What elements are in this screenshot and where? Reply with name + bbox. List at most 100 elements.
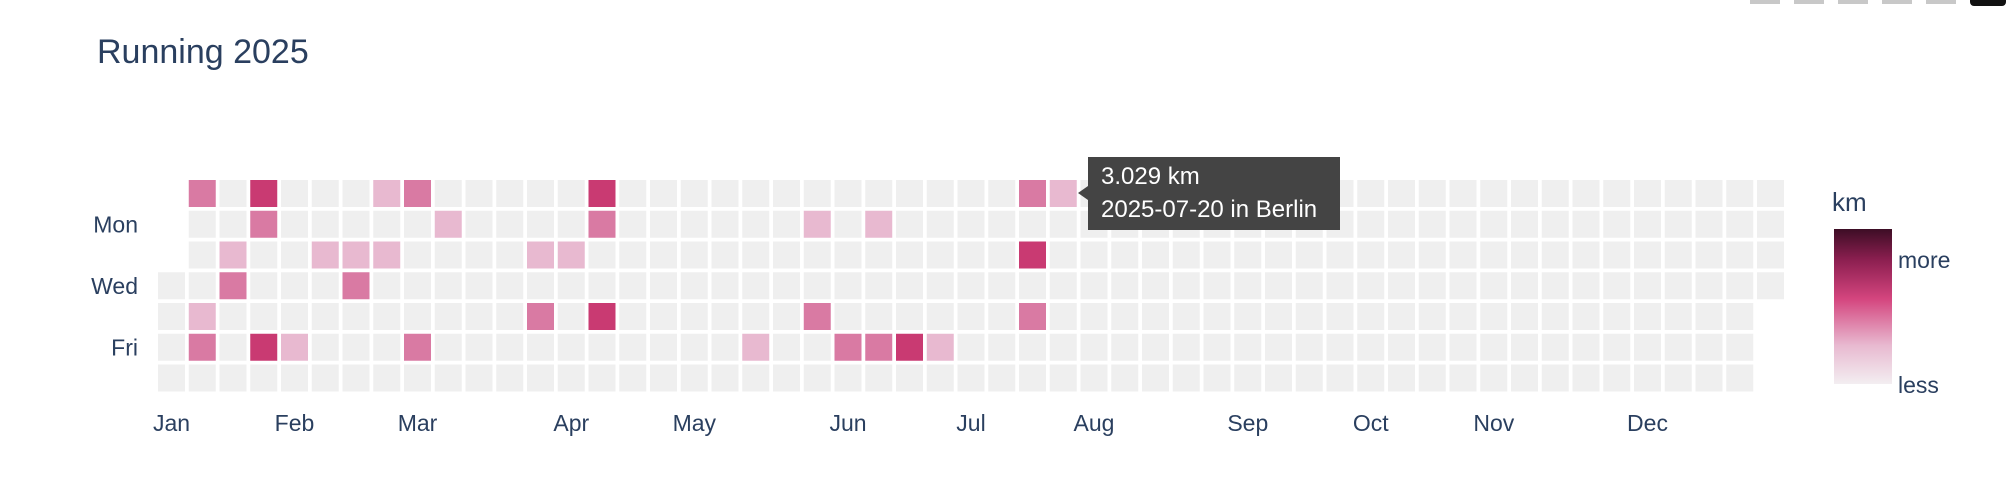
heatmap-cell-run[interactable] (527, 303, 554, 330)
heatmap-cell[interactable] (988, 303, 1016, 330)
heatmap-cell[interactable] (342, 180, 370, 207)
autoscale-icon[interactable] (1926, 0, 1956, 4)
heatmap-cell-run[interactable] (373, 180, 401, 207)
heatmap-cell[interactable] (1726, 180, 1754, 207)
heatmap-cell[interactable] (1449, 241, 1477, 269)
heatmap-cell[interactable] (742, 364, 770, 392)
heatmap-cell[interactable] (527, 364, 554, 392)
heatmap-cell[interactable] (680, 180, 708, 207)
heatmap-cell[interactable] (773, 241, 800, 269)
heatmap-cell[interactable] (988, 241, 1016, 269)
heatmap-cell[interactable] (957, 303, 985, 330)
heatmap-cell[interactable] (1203, 303, 1231, 330)
heatmap-cell[interactable] (680, 364, 708, 392)
heatmap-cell[interactable] (865, 180, 893, 207)
heatmap-cell[interactable] (496, 241, 524, 269)
heatmap-cell-run[interactable] (896, 333, 923, 361)
heatmap-cell[interactable] (1049, 333, 1077, 361)
heatmap-cell[interactable] (1080, 333, 1108, 361)
heatmap-cell[interactable] (1726, 272, 1754, 300)
heatmap-cell[interactable] (1664, 364, 1692, 392)
heatmap-cell[interactable] (250, 241, 278, 269)
heatmap-cell-run[interactable] (588, 303, 616, 330)
heatmap-cell[interactable] (1634, 272, 1661, 300)
heatmap-cell[interactable] (281, 303, 308, 330)
heatmap-cell[interactable] (219, 180, 247, 207)
heatmap-cell[interactable] (1572, 210, 1600, 238)
heatmap-cell[interactable] (465, 333, 493, 361)
heatmap-cell[interactable] (1019, 272, 1046, 300)
heatmap-cell[interactable] (527, 210, 554, 238)
heatmap-cell[interactable] (557, 210, 585, 238)
heatmap-cell[interactable] (834, 180, 862, 207)
heatmap-cell[interactable] (1572, 333, 1600, 361)
heatmap-cell[interactable] (711, 180, 739, 207)
heatmap-cell[interactable] (1080, 241, 1108, 269)
heatmap-cell[interactable] (1142, 303, 1169, 330)
heatmap-cell[interactable] (865, 364, 893, 392)
heatmap-cell[interactable] (496, 303, 524, 330)
heatmap-cell[interactable] (1541, 241, 1569, 269)
heatmap-cell[interactable] (1203, 364, 1231, 392)
heatmap-cell[interactable] (311, 364, 339, 392)
heatmap-cell[interactable] (250, 272, 278, 300)
heatmap-cell[interactable] (742, 210, 770, 238)
heatmap-cell[interactable] (1695, 303, 1723, 330)
heatmap-cell[interactable] (896, 272, 923, 300)
heatmap-cell-run[interactable] (311, 241, 339, 269)
heatmap-cell[interactable] (1664, 333, 1692, 361)
heatmap-cell[interactable] (281, 180, 308, 207)
heatmap-cell[interactable] (1357, 210, 1385, 238)
heatmap-cell[interactable] (1265, 333, 1292, 361)
heatmap-cell[interactable] (1695, 210, 1723, 238)
heatmap-cell[interactable] (1111, 303, 1139, 330)
heatmap-cell[interactable] (957, 241, 985, 269)
heatmap-cell[interactable] (773, 303, 800, 330)
heatmap-cell[interactable] (1664, 303, 1692, 330)
heatmap-cell[interactable] (1541, 333, 1569, 361)
heatmap-cell[interactable] (1080, 364, 1108, 392)
heatmap-cell[interactable] (557, 272, 585, 300)
heatmap-cell[interactable] (404, 272, 431, 300)
heatmap-cell[interactable] (588, 272, 616, 300)
heatmap-cell[interactable] (926, 303, 954, 330)
heatmap-cell[interactable] (434, 180, 462, 207)
heatmap-cell[interactable] (527, 333, 554, 361)
heatmap-cell[interactable] (219, 210, 247, 238)
heatmap-cell-run[interactable] (219, 241, 247, 269)
heatmap-cell[interactable] (1480, 364, 1508, 392)
heatmap-cell[interactable] (1388, 241, 1415, 269)
heatmap-cell[interactable] (742, 241, 770, 269)
heatmap-cell[interactable] (1049, 272, 1077, 300)
heatmap-cell[interactable] (1234, 364, 1262, 392)
heatmap-cell[interactable] (1480, 272, 1508, 300)
heatmap-cell-run[interactable] (219, 272, 247, 300)
heatmap-cell[interactable] (834, 210, 862, 238)
heatmap-cell[interactable] (311, 333, 339, 361)
heatmap-cell[interactable] (1603, 333, 1631, 361)
heatmap-cell[interactable] (1664, 180, 1692, 207)
heatmap-cell[interactable] (1664, 272, 1692, 300)
heatmap-cell[interactable] (588, 333, 616, 361)
heatmap-cell[interactable] (773, 180, 800, 207)
heatmap-cell[interactable] (1726, 364, 1754, 392)
heatmap-cell[interactable] (1388, 180, 1415, 207)
heatmap-cell[interactable] (650, 364, 677, 392)
heatmap-cell[interactable] (1111, 333, 1139, 361)
heatmap-cell[interactable] (1511, 333, 1538, 361)
heatmap-cell[interactable] (1418, 303, 1446, 330)
heatmap-cell[interactable] (434, 303, 462, 330)
heatmap-cell[interactable] (1664, 241, 1692, 269)
heatmap-cell[interactable] (496, 180, 524, 207)
heatmap-cell[interactable] (1295, 272, 1323, 300)
heatmap-cell[interactable] (1019, 210, 1046, 238)
heatmap-cell[interactable] (834, 241, 862, 269)
heatmap-cell[interactable] (1541, 364, 1569, 392)
heatmap-cell[interactable] (373, 272, 401, 300)
heatmap-cell[interactable] (1634, 364, 1661, 392)
heatmap-cell[interactable] (1295, 364, 1323, 392)
heatmap-cell[interactable] (957, 210, 985, 238)
heatmap-cell[interactable] (1357, 333, 1385, 361)
heatmap-cell[interactable] (1541, 272, 1569, 300)
heatmap-cell[interactable] (158, 333, 185, 361)
